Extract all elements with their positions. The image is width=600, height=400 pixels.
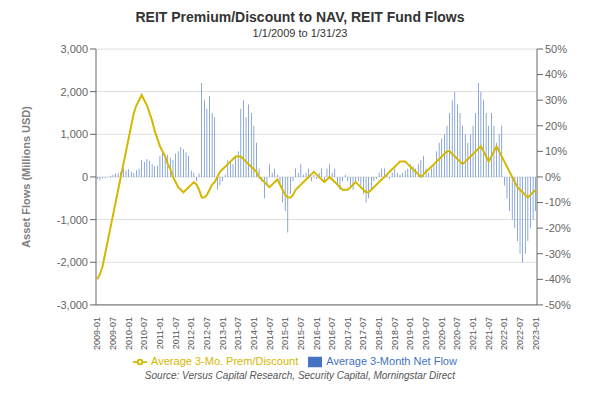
svg-text:2012-01: 2012-01 (186, 317, 196, 350)
svg-text:20%: 20% (545, 120, 567, 132)
svg-text:50%: 50% (545, 43, 567, 55)
svg-text:-10%: -10% (545, 196, 571, 208)
svg-text:2013-01: 2013-01 (218, 317, 228, 350)
svg-text:2009-07: 2009-07 (108, 317, 118, 350)
svg-text:2009-01: 2009-01 (92, 317, 102, 350)
svg-text:-40%: -40% (545, 273, 571, 285)
html-text:Average 3-Mo. Prem/Discount: Average 3-Mo. Prem/Discount (151, 354, 299, 367)
svg-text:2021-07: 2021-07 (484, 317, 494, 350)
svg-text:2012-07: 2012-07 (202, 317, 212, 350)
svg-text:2014-07: 2014-07 (265, 317, 275, 350)
svg-text:3,000: 3,000 (60, 43, 88, 55)
html-text:Average 3-Month Net Flow: Average 3-Month Net Flow (326, 354, 457, 367)
svg-text:2022-07: 2022-07 (515, 317, 525, 350)
svg-text:0%: 0% (545, 171, 561, 183)
svg-text:2016-01: 2016-01 (312, 317, 322, 350)
svg-text:1,000: 1,000 (60, 128, 88, 140)
svg-text:2020-01: 2020-01 (437, 317, 447, 350)
svg-text:-3,000: -3,000 (57, 299, 88, 311)
svg-text:2011-07: 2011-07 (171, 317, 181, 349)
svg-text:2010-01: 2010-01 (124, 317, 134, 350)
svg-text:40%: 40% (545, 68, 567, 80)
svg-text:2,000: 2,000 (60, 86, 88, 98)
svg-text:2018-07: 2018-07 (390, 317, 400, 350)
svg-text:2021-01: 2021-01 (468, 317, 478, 350)
svg-text:2020-07: 2020-07 (452, 317, 462, 350)
svg-text:2017-01: 2017-01 (343, 317, 353, 350)
svg-text:2022-01: 2022-01 (499, 317, 509, 350)
svg-text:2015-01: 2015-01 (280, 317, 290, 350)
svg-text:30%: 30% (545, 94, 567, 106)
svg-text:2014-01: 2014-01 (249, 317, 259, 350)
svg-text:2015-07: 2015-07 (296, 317, 306, 350)
svg-text:-2,000: -2,000 (57, 256, 88, 268)
svg-text:-20%: -20% (545, 222, 571, 234)
svg-text:10%: 10% (545, 145, 567, 157)
svg-text:2013-07: 2013-07 (233, 317, 243, 350)
svg-text:-50%: -50% (545, 299, 571, 311)
html-text:REIT Premium/Discount to NAV,: REIT Premium/Discount to NAV, REIT Fund … (135, 9, 465, 25)
html-text:Source: Versus Capital Researc: Source: Versus Capital Research, Securit… (144, 370, 456, 381)
svg-text:2011-01: 2011-01 (155, 317, 165, 349)
svg-text:2016-07: 2016-07 (327, 317, 337, 350)
svg-text:2019-01: 2019-01 (405, 317, 415, 350)
svg-text:2010-07: 2010-07 (139, 317, 149, 350)
svg-text:-30%: -30% (545, 248, 571, 260)
svg-text:-1,000: -1,000 (57, 214, 88, 226)
svg-text:2017-07: 2017-07 (358, 317, 368, 350)
svg-text:Asset Flows (Millions USD): Asset Flows (Millions USD) (20, 106, 32, 248)
svg-text:2023-01: 2023-01 (531, 317, 541, 350)
html-text:1/1/2009 to 1/31/23: 1/1/2009 to 1/31/23 (252, 27, 348, 39)
svg-text:0: 0 (82, 171, 88, 183)
svg-text:2018-01: 2018-01 (374, 317, 384, 350)
svg-text:2019-07: 2019-07 (421, 317, 431, 350)
